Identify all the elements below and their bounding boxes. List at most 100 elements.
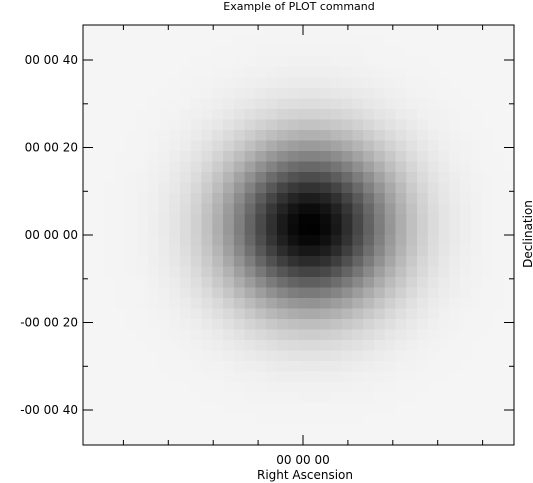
image-pixel — [266, 119, 278, 131]
image-pixel — [136, 350, 149, 362]
image-pixel — [126, 130, 138, 142]
image-pixel — [83, 203, 95, 215]
image-pixel — [266, 203, 278, 215]
image-pixel — [417, 182, 429, 194]
image-pixel — [147, 161, 160, 173]
image-pixel — [212, 235, 224, 247]
image-pixel — [276, 130, 289, 142]
image-pixel — [233, 67, 246, 79]
image-pixel — [352, 172, 364, 184]
image-pixel — [320, 77, 332, 89]
image-pixel — [427, 140, 440, 152]
image-pixel — [395, 298, 407, 310]
image-pixel — [341, 403, 353, 415]
image-pixel — [460, 256, 472, 268]
image-pixel — [492, 56, 504, 68]
image-pixel — [503, 214, 515, 226]
image-pixel — [449, 340, 461, 352]
image-pixel — [115, 277, 127, 289]
image-pixel — [481, 308, 494, 320]
image-pixel — [417, 382, 429, 394]
image-pixel — [93, 266, 106, 278]
image-pixel — [201, 392, 213, 404]
image-pixel — [298, 67, 310, 79]
image-pixel — [492, 413, 504, 425]
image-pixel — [136, 172, 149, 184]
image-pixel — [352, 340, 364, 352]
image-pixel — [276, 193, 289, 205]
image-pixel — [298, 287, 310, 299]
image-pixel — [352, 403, 364, 415]
image-pixel — [223, 193, 235, 205]
image-pixel — [266, 109, 278, 121]
image-pixel — [460, 130, 472, 142]
image-pixel — [158, 172, 170, 184]
image-pixel — [503, 161, 515, 173]
image-pixel — [320, 245, 332, 257]
image-pixel — [503, 151, 515, 163]
image-pixel — [126, 245, 138, 257]
image-pixel — [223, 67, 235, 79]
image-pixel — [373, 256, 386, 268]
image-pixel — [492, 308, 504, 320]
image-pixel — [449, 88, 461, 100]
image-pixel — [492, 424, 504, 436]
image-pixel — [233, 434, 246, 446]
image-pixel — [287, 308, 300, 320]
image-pixel — [492, 235, 504, 247]
image-pixel — [492, 182, 504, 194]
image-pixel — [126, 266, 138, 278]
image-pixel — [438, 98, 450, 110]
image-pixel — [470, 161, 483, 173]
image-pixel — [223, 35, 235, 47]
image-pixel — [158, 434, 170, 446]
image-pixel — [255, 319, 267, 331]
image-pixel — [147, 403, 160, 415]
image-pixel — [492, 214, 504, 226]
image-pixel — [104, 256, 116, 268]
image-pixel — [449, 46, 461, 58]
image-pixel — [212, 256, 224, 268]
image-pixel — [503, 266, 515, 278]
y-tick-label: 00 00 40 — [25, 53, 78, 67]
image-pixel — [83, 350, 95, 362]
image-pixel — [503, 235, 515, 247]
image-pixel — [255, 287, 267, 299]
image-pixel — [201, 119, 213, 131]
image-pixel — [212, 392, 224, 404]
image-pixel — [201, 88, 213, 100]
image-pixel — [93, 203, 106, 215]
image-pixel — [115, 403, 127, 415]
image-pixel — [287, 235, 300, 247]
image-pixel — [503, 224, 515, 236]
image-pixel — [330, 424, 343, 436]
image-pixel — [83, 371, 95, 383]
image-pixel — [266, 298, 278, 310]
image-pixel — [330, 382, 343, 394]
image-pixel — [147, 319, 160, 331]
image-pixel — [503, 392, 515, 404]
image-pixel — [320, 424, 332, 436]
image-pixel — [363, 119, 375, 131]
image-pixel — [223, 277, 235, 289]
image-pixel — [126, 413, 138, 425]
image-pixel — [190, 424, 203, 436]
image-pixel — [309, 361, 321, 373]
image-pixel — [395, 224, 407, 236]
image-pixel — [255, 151, 267, 163]
image-pixel — [438, 361, 450, 373]
image-pixel — [395, 329, 407, 341]
image-pixel — [287, 329, 300, 341]
image-pixel — [104, 350, 116, 362]
image-pixel — [309, 56, 321, 68]
image-pixel — [147, 287, 160, 299]
image-pixel — [147, 98, 160, 110]
image-pixel — [83, 403, 95, 415]
image-pixel — [212, 403, 224, 415]
image-pixel — [115, 109, 127, 121]
image-pixel — [395, 214, 407, 226]
image-pixel — [309, 245, 321, 257]
image-pixel — [169, 256, 181, 268]
image-pixel — [460, 77, 472, 89]
image-pixel — [395, 308, 407, 320]
